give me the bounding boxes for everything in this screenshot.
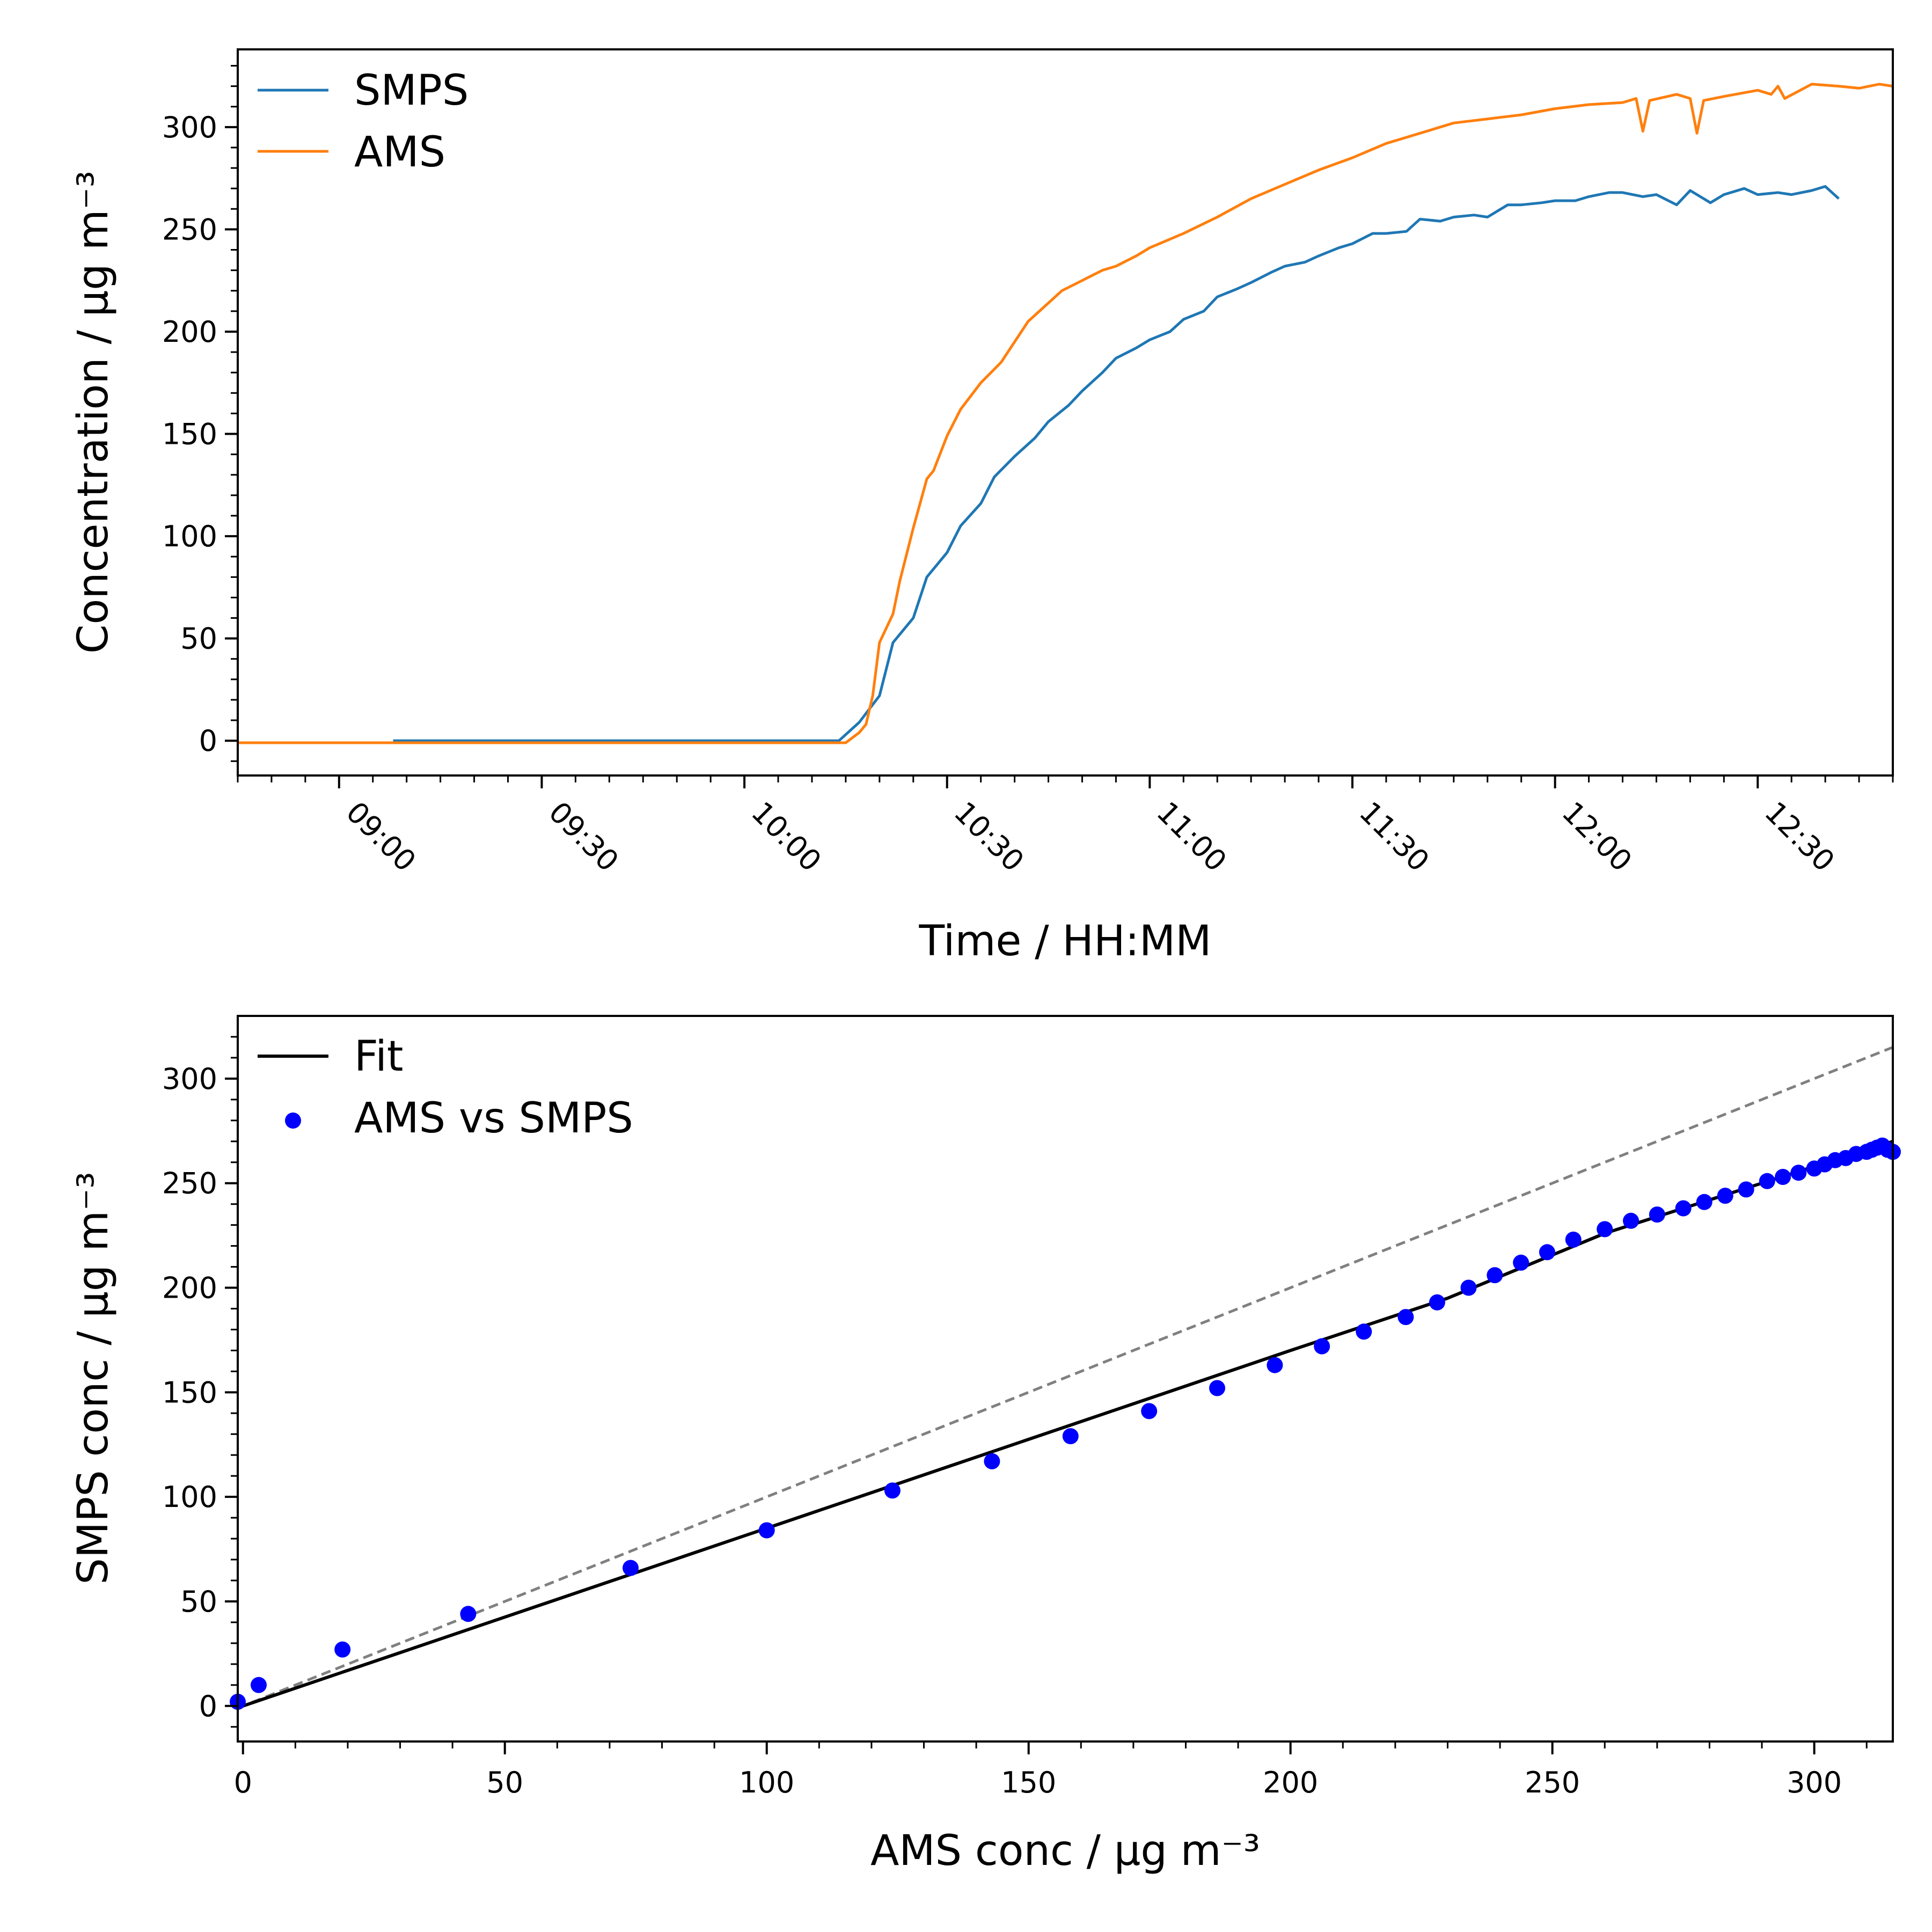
scatter-point: [1141, 1403, 1158, 1419]
x-tick-label: 0: [234, 1766, 252, 1799]
scatter-point: [1623, 1212, 1639, 1229]
scatter-point: [1356, 1323, 1372, 1340]
y-tick-label: 200: [162, 315, 217, 349]
y-tick-label: 150: [162, 418, 217, 451]
scatter-plot-frame: [237, 1015, 1894, 1743]
legend-swatch-ams-vs-smps: [285, 1113, 301, 1129]
time-series-plot-frame: [237, 48, 1894, 777]
y-tick-label: 250: [162, 1167, 217, 1201]
scatter-point: [623, 1560, 639, 1576]
scatter-y-axis-label: SMPS conc / μg m⁻³: [69, 1172, 118, 1584]
scatter-point: [1696, 1194, 1713, 1210]
scatter-point: [1565, 1231, 1582, 1248]
legend-label-ams-vs-smps: AMS vs SMPS: [354, 1094, 633, 1143]
scatter-point: [1487, 1267, 1503, 1284]
y-tick-label: 250: [162, 213, 217, 246]
scatter-point: [1759, 1173, 1775, 1189]
scatter-legend: Fit AMS vs SMPS: [258, 1033, 633, 1143]
scatter-point: [1738, 1181, 1754, 1198]
y-tick-label: 50: [180, 1585, 217, 1619]
scatter-point: [1675, 1200, 1692, 1217]
x-tick-label: 50: [486, 1766, 523, 1799]
y-tick-label: 0: [199, 724, 217, 758]
scatter-point: [334, 1641, 351, 1658]
scatter-point: [1717, 1188, 1733, 1204]
series-line-ams: [238, 83, 1893, 744]
scatter-y-ticks: 0 50 100 150 200 250 300: [162, 1036, 238, 1728]
scatter-x-axis-label: AMS conc / μg m⁻³: [870, 1827, 1260, 1875]
scatter-point: [1513, 1254, 1529, 1271]
scatter-point: [1649, 1206, 1665, 1223]
scatter-point: [1267, 1357, 1283, 1373]
scatter-point: [1460, 1279, 1477, 1296]
legend-label-smps: SMPS: [354, 67, 469, 115]
scatter-point: [1597, 1221, 1613, 1238]
x-tick-label: 200: [1263, 1766, 1318, 1799]
scatter-point: [251, 1677, 267, 1693]
time-series-lines: [238, 83, 1893, 744]
x-tick-label: 100: [739, 1766, 794, 1799]
scatter-panel: 0 50 100 150 200 250 300 0 50 100 150 200 250 300 AM…: [69, 1015, 1901, 1875]
series-line-smps: [393, 185, 1840, 742]
scatter-point: [1209, 1380, 1225, 1396]
scatter-point: [758, 1522, 775, 1539]
y-tick-label: 300: [162, 111, 217, 144]
x-tick-label: 250: [1525, 1766, 1580, 1799]
one-to-one-line: [237, 1046, 1893, 1710]
legend-label-ams: AMS: [354, 128, 445, 177]
scatter-point: [884, 1482, 901, 1499]
y-tick-label: 300: [162, 1062, 217, 1096]
scatter-point: [1314, 1338, 1330, 1355]
y-tick-label: 100: [162, 519, 217, 553]
y-tick-label: 0: [199, 1689, 217, 1723]
scatter-point: [1397, 1309, 1414, 1326]
time-series-x-axis-label: Time / HH:MM: [919, 917, 1212, 965]
y-tick-label: 200: [162, 1271, 217, 1305]
scatter-point: [1062, 1428, 1079, 1445]
y-tick-label: 100: [162, 1480, 217, 1514]
scatter-point: [1429, 1294, 1445, 1311]
scatter-point: [1790, 1165, 1807, 1181]
time-series-y-axis-label: Concentration / μg m⁻³: [69, 171, 118, 654]
scatter-x-ticks: 0 50 100 150 200 250 300: [234, 1741, 1868, 1799]
y-tick-label: 150: [162, 1375, 217, 1409]
y-tick-label: 50: [180, 622, 217, 656]
scatter-points: [230, 1137, 1901, 1710]
x-tick-label: 300: [1787, 1766, 1842, 1799]
time-series-legend: SMPS AMS: [258, 67, 469, 177]
scatter-point: [1539, 1244, 1555, 1261]
x-tick-label: 150: [1001, 1766, 1056, 1799]
scatter-point: [460, 1606, 477, 1622]
scatter-point: [1775, 1169, 1791, 1185]
time-series-y-ticks: 0 50 100 150 200 250 300: [162, 64, 238, 762]
legend-label-fit: Fit: [354, 1033, 403, 1081]
scatter-point: [984, 1453, 1000, 1469]
